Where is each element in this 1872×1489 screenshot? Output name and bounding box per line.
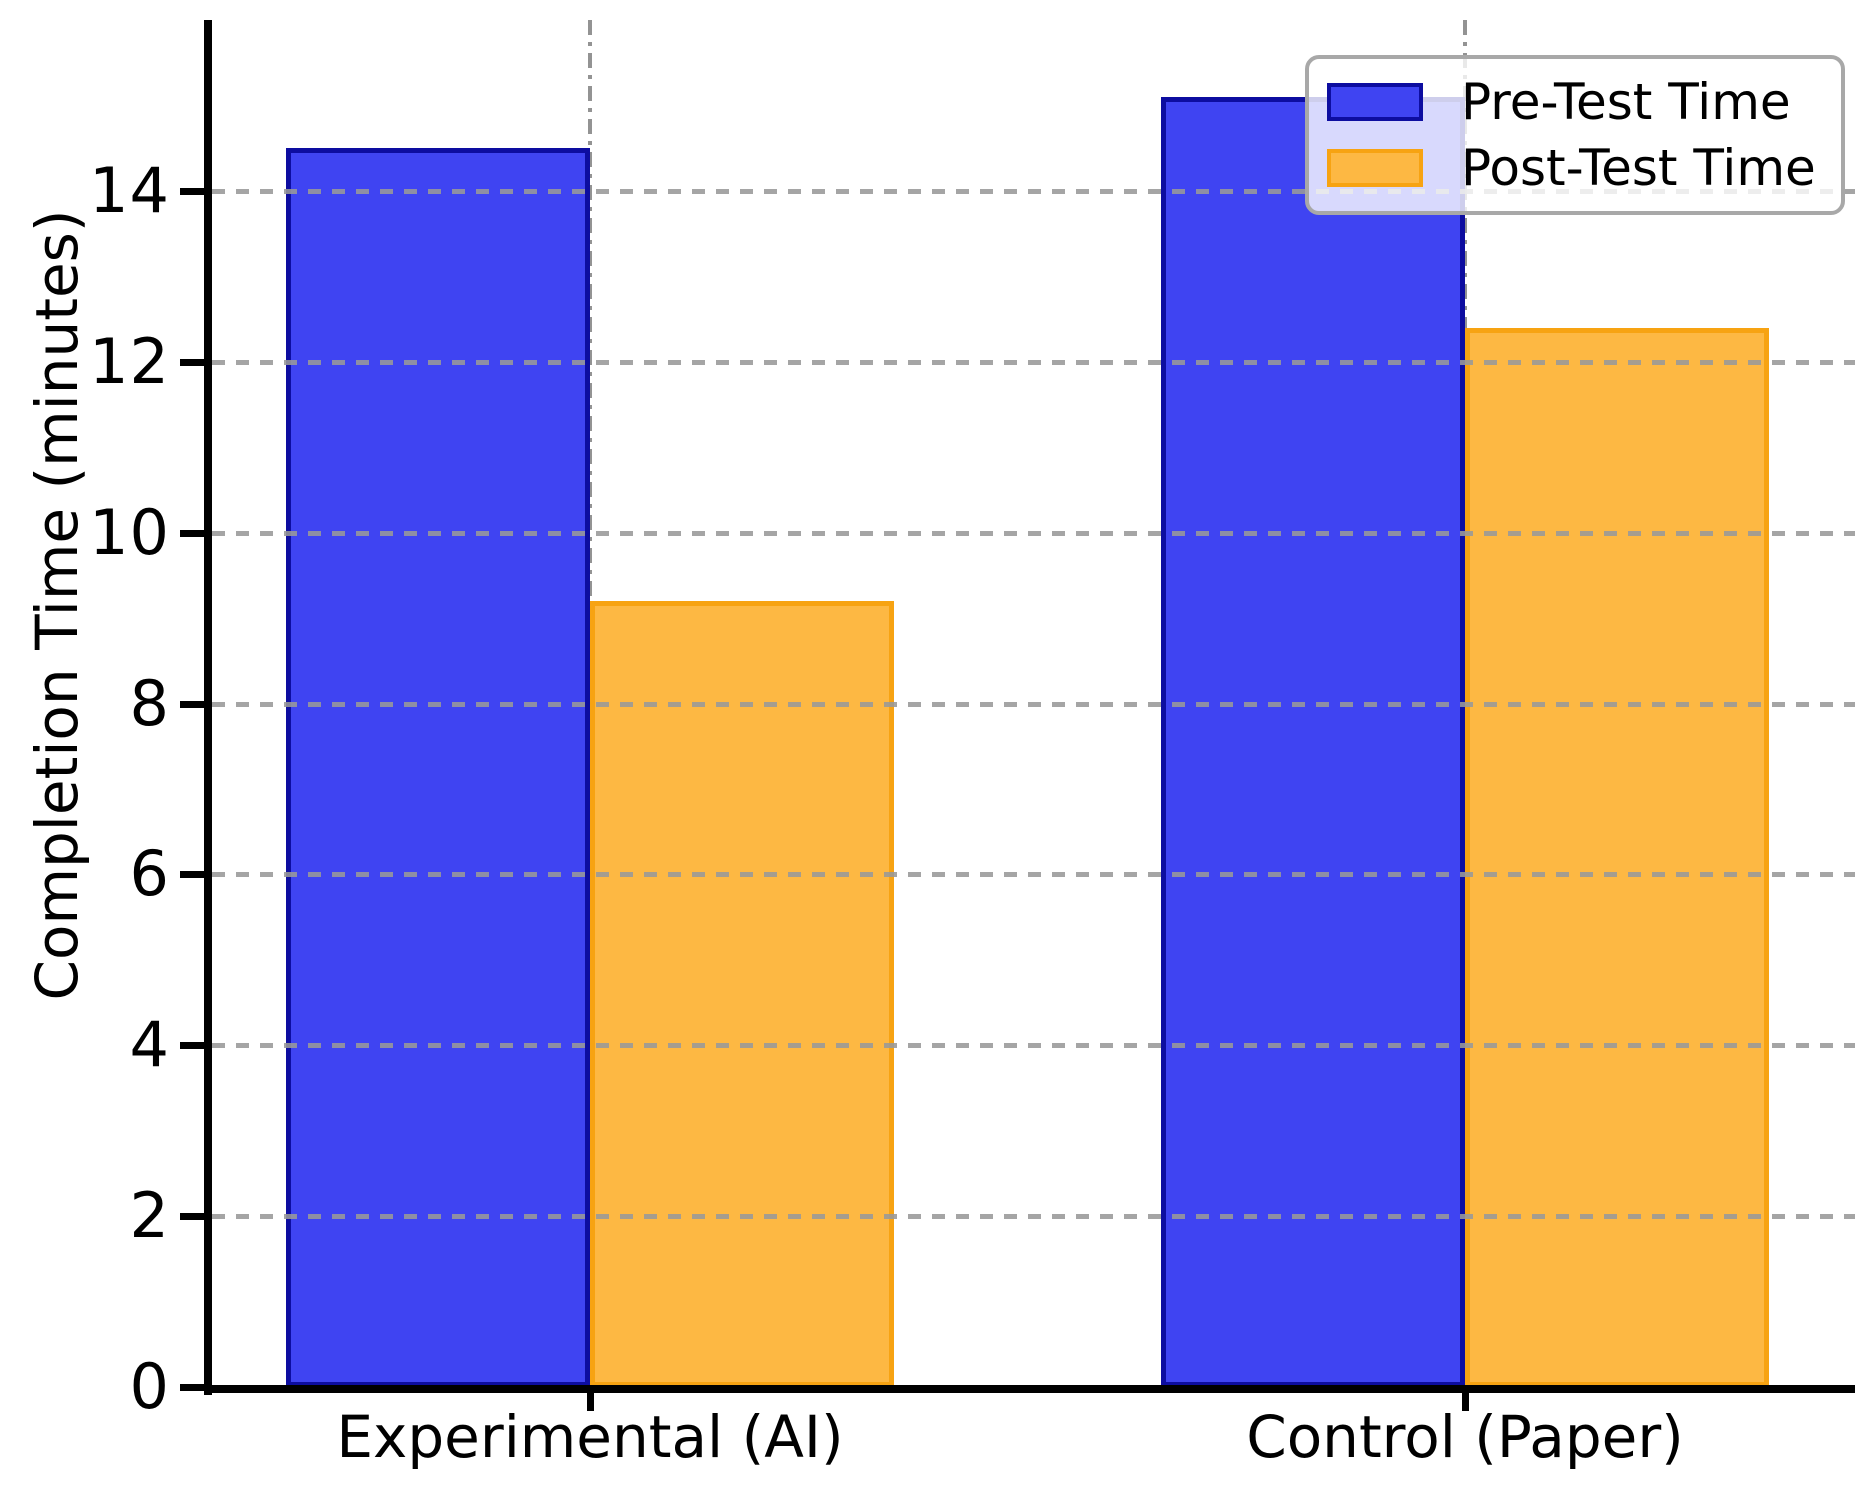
y-tick-mark-14 <box>180 187 204 195</box>
y-tick-mark-2 <box>180 1213 204 1221</box>
legend-row-pre-test: Pre-Test Time <box>1327 74 1823 130</box>
gridline-y-6 <box>212 872 1855 878</box>
legend-swatch-pre-test <box>1327 83 1423 121</box>
y-tick-label-6: 6 <box>129 837 170 911</box>
y-tick-label-14: 14 <box>89 153 170 227</box>
y-tick-label-10: 10 <box>89 495 170 569</box>
legend-row-post-test: Post-Test Time <box>1327 140 1823 196</box>
x-tick-mark-1 <box>1462 1393 1469 1411</box>
gridline-y-8 <box>212 701 1855 707</box>
y-tick-mark-12 <box>180 358 204 366</box>
y-tick-label-8: 8 <box>129 666 170 740</box>
bar-pre-test-time-experimental-ai- <box>286 148 590 1387</box>
gridline-y-12 <box>212 359 1855 365</box>
x-tick-label-experimental: Experimental (AI) <box>336 1403 844 1471</box>
x-axis-spine <box>204 1385 1855 1393</box>
y-tick-label-0: 0 <box>129 1350 170 1423</box>
legend-label-post-test: Post-Test Time <box>1461 139 1816 197</box>
x-tick-label-control: Control (Paper) <box>1246 1403 1684 1471</box>
y-axis-spine <box>204 20 212 1395</box>
y-tick-mark-8 <box>180 700 204 708</box>
plot-area <box>212 20 1855 1387</box>
legend-label-pre-test: Pre-Test Time <box>1461 73 1791 131</box>
y-tick-label-4: 4 <box>129 1008 170 1082</box>
bar-post-test-time-experimental-ai- <box>590 600 894 1387</box>
gridline-y-4 <box>212 1043 1855 1049</box>
gridline-y-2 <box>212 1214 1855 1220</box>
y-tick-mark-4 <box>180 1042 204 1050</box>
gridline-y-10 <box>212 530 1855 536</box>
y-tick-label-12: 12 <box>89 324 170 398</box>
y-tick-mark-10 <box>180 529 204 537</box>
y-tick-label-2: 2 <box>129 1179 170 1253</box>
bar-pre-test-time-control-paper- <box>1161 96 1465 1387</box>
legend: Pre-Test Time Post-Test Time <box>1305 55 1845 215</box>
x-tick-mark-0 <box>587 1393 594 1411</box>
bar-post-test-time-control-paper- <box>1465 327 1769 1387</box>
y-tick-mark-6 <box>180 871 204 879</box>
y-tick-mark-0 <box>180 1384 204 1391</box>
gridline-y-14 <box>212 188 1855 194</box>
legend-swatch-post-test <box>1327 149 1423 187</box>
